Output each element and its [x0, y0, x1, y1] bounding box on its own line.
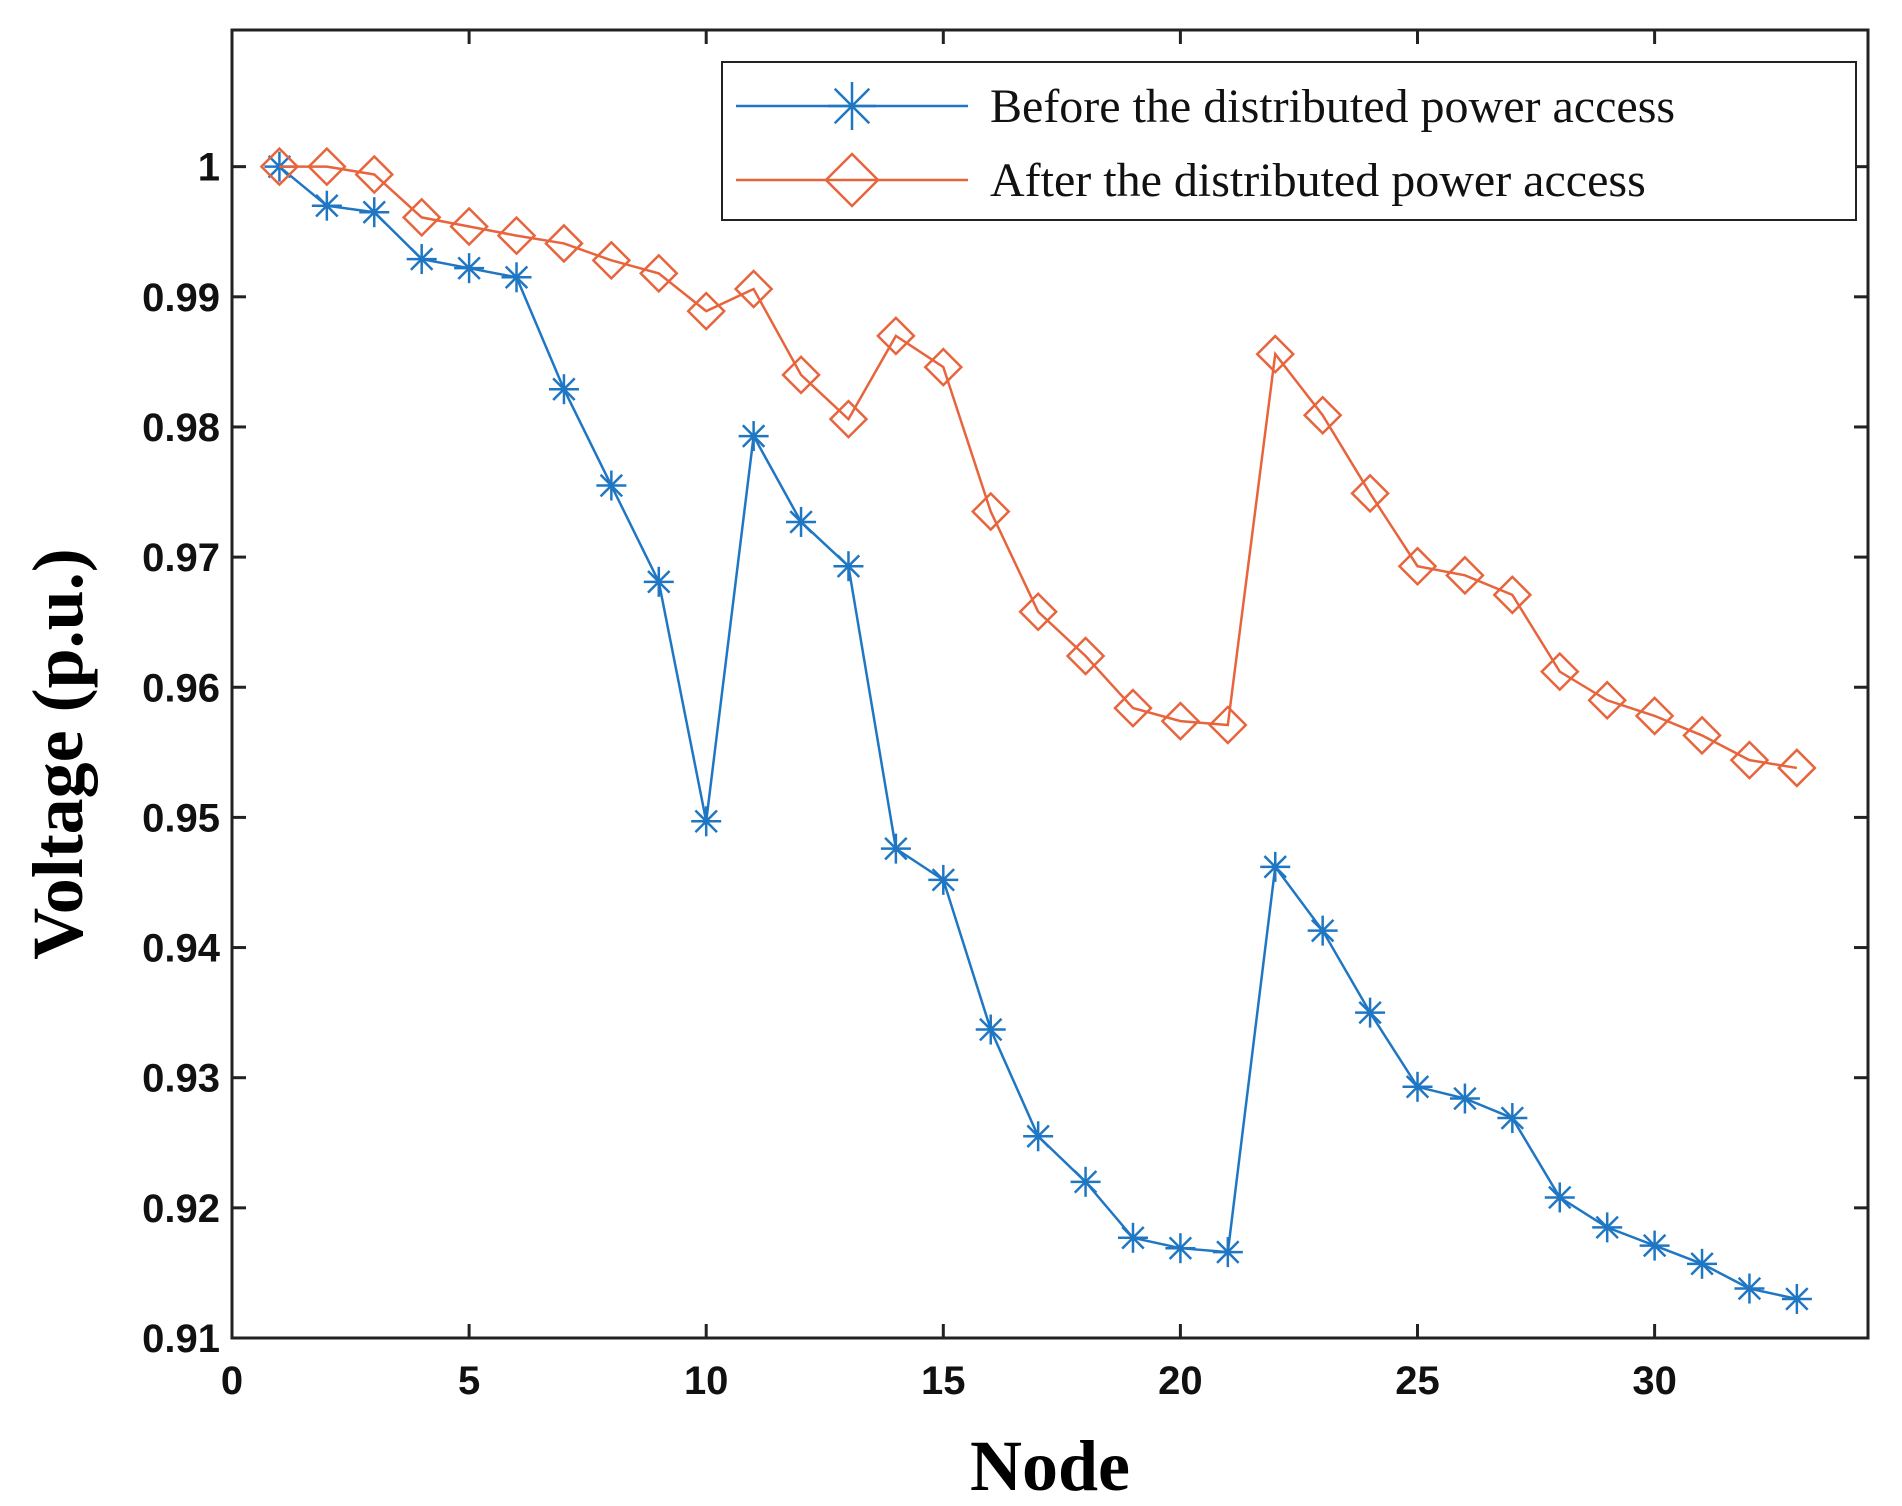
data-point-asterisk: [1734, 1273, 1765, 1304]
data-point-asterisk: [1023, 1121, 1054, 1152]
data-point-diamond: [1113, 688, 1153, 728]
data-point-diamond: [1777, 748, 1817, 788]
data-point-asterisk: [1117, 1222, 1148, 1253]
data-point-diamond: [970, 491, 1011, 532]
data-point-diamond: [449, 206, 489, 247]
data-point-diamond: [1397, 546, 1438, 586]
data-point-diamond: [1018, 591, 1058, 632]
data-point-diamond: [1302, 395, 1343, 436]
data-point-asterisk: [1687, 1248, 1718, 1279]
y-tick-label: 0.93: [142, 1057, 220, 1101]
y-tick-label: 0.97: [142, 536, 220, 580]
data-point-diamond: [1208, 705, 1248, 745]
data-point-diamond: [401, 197, 442, 238]
data-point-asterisk: [880, 833, 911, 864]
y-axis-title: Voltage (p.u.): [18, 548, 98, 959]
data-point-asterisk: [643, 566, 674, 597]
data-point-diamond: [876, 316, 916, 356]
y-tick-label: 0.96: [142, 666, 220, 710]
x-tick-label: 10: [684, 1359, 729, 1403]
data-point-asterisk: [1165, 1233, 1196, 1264]
legend-box: [721, 61, 1857, 221]
y-tick-label: 0.99: [142, 276, 220, 320]
data-point-asterisk: [1449, 1083, 1480, 1114]
data-point-diamond: [923, 347, 964, 387]
x-tick-label: 30: [1632, 1359, 1677, 1403]
data-point-asterisk: [975, 1014, 1006, 1045]
data-point-asterisk: [1212, 1237, 1243, 1268]
data-point-diamond: [1587, 680, 1627, 721]
legend-label-2: After the distributed power access: [990, 154, 1646, 207]
data-point-asterisk: [833, 551, 864, 582]
y-axis-ticks: 0.91 0.92 0.93 0.94 0.95 0.96 0.97 0.98 0.99 1: [142, 146, 1868, 1361]
data-point-diamond: [733, 269, 774, 309]
legend-entries: Before the distributed power access After…: [736, 80, 1675, 208]
y-tick-label: 0.91: [142, 1317, 220, 1361]
data-point-diamond: [544, 223, 584, 264]
data-point-asterisk: [1639, 1230, 1670, 1261]
data-point-diamond: [496, 215, 537, 256]
data-point-asterisk: [1544, 1182, 1575, 1213]
data-point-asterisk: [786, 506, 817, 537]
data-point-diamond: [1255, 334, 1296, 374]
x-tick-label: 20: [1158, 1359, 1203, 1403]
data-point-diamond: [1065, 636, 1106, 676]
data-point-diamond: [1729, 740, 1770, 780]
y-tick-label: 0.94: [142, 927, 221, 971]
data-point-diamond: [1160, 701, 1201, 741]
data-point-asterisk: [454, 253, 485, 284]
data-point-diamond: [1445, 555, 1485, 596]
data-point-diamond: [259, 146, 300, 187]
data-point-asterisk: [596, 470, 627, 501]
legend: Before the distributed power access After…: [721, 61, 1857, 221]
data-point-asterisk: [548, 374, 579, 405]
data-point-asterisk: [1307, 915, 1338, 946]
data-point-asterisk: [828, 82, 876, 130]
data-point-asterisk: [501, 262, 532, 293]
data-point-diamond: [1634, 696, 1675, 736]
data-point-asterisk: [406, 244, 437, 275]
x-axis-ticks: 0 5 10 15 20 25 30: [221, 30, 1677, 1403]
data-point-diamond: [781, 355, 821, 395]
data-point-asterisk: [1260, 851, 1291, 882]
data-point-diamond: [1350, 473, 1390, 514]
data-point-diamond: [354, 154, 395, 195]
data-point-asterisk: [1355, 997, 1386, 1028]
data-point-asterisk: [359, 197, 390, 228]
data-point-diamond: [686, 291, 726, 331]
x-tick-label: 0: [221, 1359, 243, 1403]
x-axis-title: Node: [970, 1426, 1130, 1506]
data-point-asterisk: [928, 864, 959, 895]
data-point-diamond: [307, 146, 347, 187]
series-layer: [259, 146, 1817, 1314]
data-point-diamond: [1492, 575, 1533, 615]
x-tick-label: 25: [1395, 1359, 1440, 1403]
x-tick-label: 5: [458, 1359, 480, 1403]
data-point-diamond: [591, 240, 632, 281]
data-point-diamond: [828, 399, 869, 439]
data-point-asterisk: [1592, 1212, 1623, 1243]
y-tick-label: 1: [198, 146, 220, 190]
data-point-asterisk: [738, 421, 769, 452]
data-point-asterisk: [691, 806, 722, 837]
data-point-diamond: [1682, 715, 1722, 756]
data-point-asterisk: [1497, 1103, 1528, 1134]
data-point-diamond: [824, 152, 880, 208]
data-point-asterisk: [1070, 1166, 1101, 1197]
legend-label-1: Before the distributed power access: [990, 80, 1675, 133]
data-point-diamond: [639, 253, 679, 294]
data-point-asterisk: [311, 190, 342, 221]
plot-area-frame: [230, 28, 1870, 1340]
y-tick-label: 0.92: [142, 1187, 220, 1231]
y-tick-label: 0.95: [142, 796, 220, 840]
data-point-diamond: [1540, 651, 1580, 692]
x-tick-label: 15: [921, 1359, 966, 1403]
data-point-asterisk: [1781, 1283, 1812, 1314]
y-tick-label: 0.98: [142, 406, 220, 450]
data-point-asterisk: [1402, 1071, 1433, 1102]
